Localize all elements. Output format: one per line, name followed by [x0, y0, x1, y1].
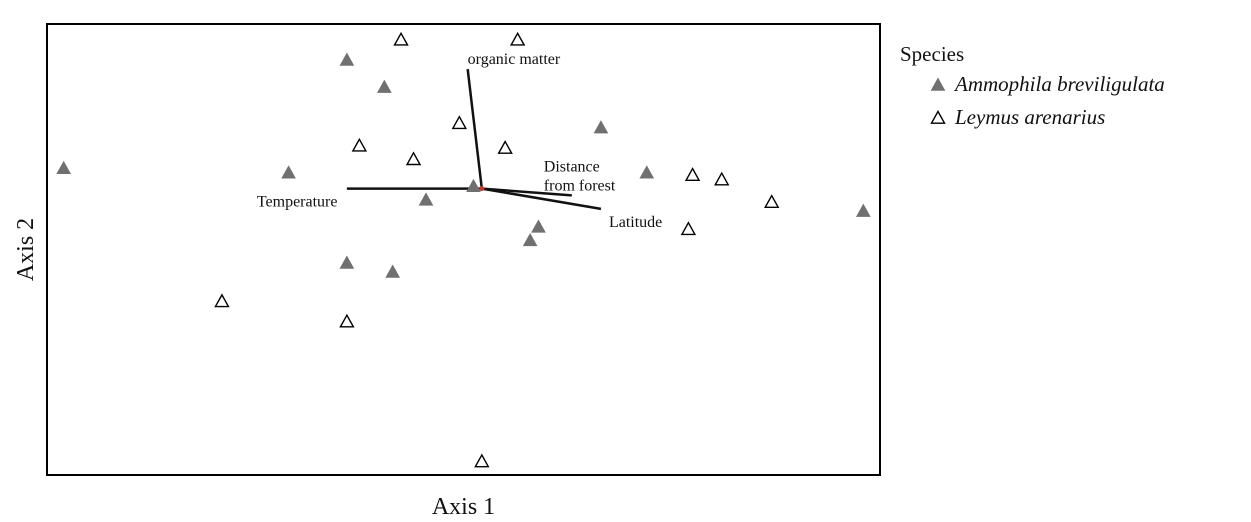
plot-area: organic matter Temperature Distance from fo… [46, 23, 881, 476]
vectors-layer: organic matter Temperature Distance from fo… [257, 51, 662, 231]
point-ammophila [281, 165, 296, 179]
point-ammophila [385, 264, 401, 278]
point-ammophila [593, 120, 609, 134]
legend-items: Ammophila breviligulata Leymus arenarius [930, 72, 1165, 129]
point-ammophila [531, 219, 546, 233]
point-leymus [214, 293, 230, 308]
point-leymus [714, 171, 730, 186]
legend-title: Species [900, 42, 964, 66]
point-leymus [351, 137, 368, 152]
legend-label: Ammophila breviligulata [953, 72, 1165, 96]
point-ammophila [56, 160, 72, 175]
vector-label: Latitude [609, 214, 662, 231]
point-leymus [680, 221, 697, 236]
point-ammophila [855, 203, 871, 217]
vector-line [481, 187, 602, 211]
vector-label: Distance from forest [544, 158, 616, 194]
plot-frame [46, 23, 881, 476]
vector-line [466, 68, 484, 189]
point-ammophila [639, 165, 655, 179]
point-ammophila [418, 192, 434, 206]
point-leymus [764, 194, 780, 209]
y-axis-label: Axis 2 [13, 218, 39, 281]
point-leymus [509, 31, 526, 46]
legend-marker-leymus [930, 110, 946, 124]
legend: Species Ammophila breviligulata Leymus ar… [900, 42, 1165, 129]
point-ammophila [522, 232, 538, 247]
point-ammophila [377, 79, 392, 93]
points-layer [56, 31, 871, 468]
vector-label: organic matter [468, 51, 561, 68]
point-leymus [393, 31, 409, 46]
vector-origin [479, 186, 485, 192]
legend-label: Leymus arenarius [954, 105, 1105, 129]
point-ammophila [339, 52, 355, 66]
point-leymus [451, 115, 468, 130]
vector-label: Temperature [257, 194, 338, 211]
point-leymus [497, 140, 513, 154]
point-leymus [339, 313, 355, 328]
point-leymus [405, 151, 422, 166]
point-leymus [474, 453, 490, 468]
x-axis-label: Axis 1 [432, 494, 495, 520]
point-leymus [684, 167, 701, 181]
vector-line [481, 187, 572, 197]
point-ammophila [466, 178, 481, 193]
legend-marker-ammophila [930, 77, 946, 91]
point-ammophila [339, 255, 355, 269]
